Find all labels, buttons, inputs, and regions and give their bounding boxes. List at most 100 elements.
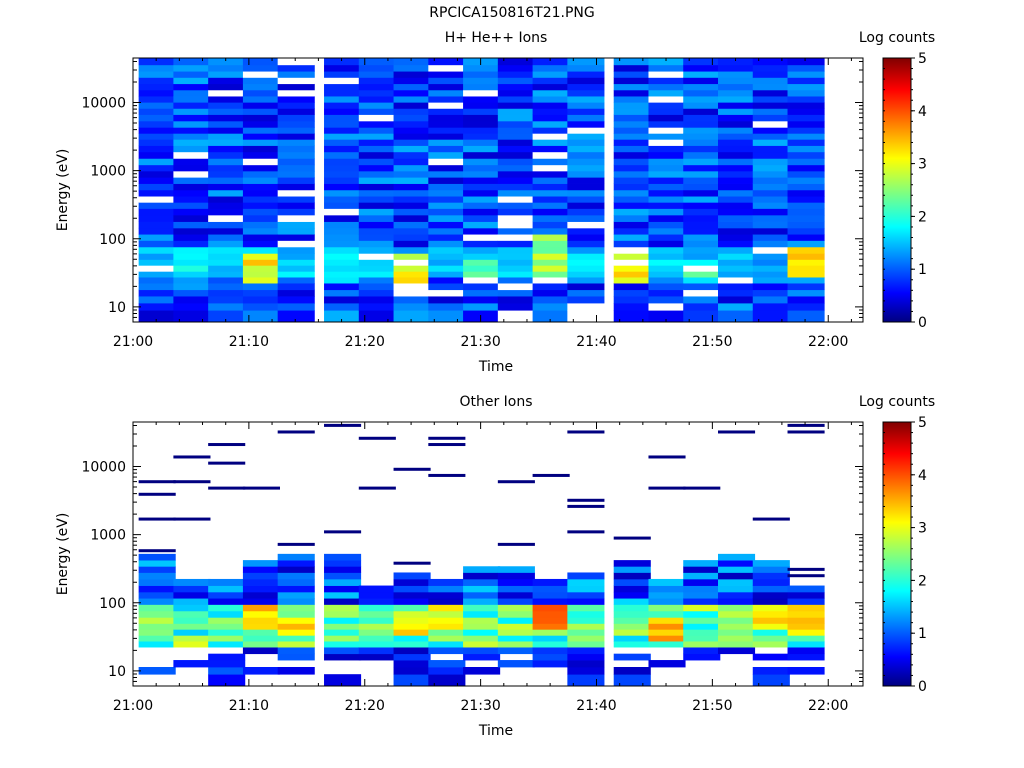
- heatmap-cell: [532, 127, 570, 134]
- heatmap-cell: [532, 64, 570, 72]
- heatmap-cell: [613, 578, 651, 586]
- heatmap-cell: [463, 183, 501, 191]
- heatmap-cell: [277, 635, 315, 642]
- heatmap-cell: [497, 660, 535, 668]
- heatmap-cell: [567, 635, 605, 642]
- heatmap-cell: [242, 227, 280, 235]
- heatmap-cell: [567, 127, 605, 134]
- heatmap-cell: [358, 629, 396, 636]
- x-tick-label: 21:10: [229, 698, 269, 714]
- heatmap-cell: [428, 208, 466, 216]
- heatmap-cell: [324, 310, 362, 323]
- heatmap-cell: [208, 283, 246, 291]
- colorbar-gradient: [882, 421, 912, 687]
- colorbar-tick-label: 1: [918, 262, 927, 278]
- heatmap-cell: [718, 591, 756, 599]
- heatmap-cell: [497, 283, 535, 291]
- heatmap-cell: [138, 58, 176, 66]
- heatmap-cell: [752, 177, 790, 184]
- heatmap-cell: [138, 145, 176, 153]
- heatmap-cell: [532, 145, 570, 153]
- heatmap-cell: [752, 208, 790, 216]
- heatmap-cell: [208, 653, 246, 661]
- heatmap-cell: [648, 585, 686, 593]
- heatmap-cell: [358, 158, 396, 166]
- heatmap-cell: [393, 202, 431, 209]
- heatmap-cell: [208, 183, 246, 191]
- heatmap-cell: [277, 170, 315, 178]
- heatmap-cell: [567, 114, 605, 122]
- heatmap-cell: [648, 58, 686, 66]
- heatmap-cell: [242, 641, 280, 648]
- heatmap-cell: [787, 83, 825, 91]
- heatmap-cell: [648, 277, 686, 284]
- heatmap-cell: [752, 604, 790, 612]
- heatmap-cell: [787, 189, 825, 197]
- heatmap-cell: [277, 120, 315, 128]
- heatmap-cell: [277, 108, 315, 115]
- heatmap-cell: [277, 96, 315, 103]
- heatmap-cell: [358, 240, 396, 248]
- heatmap-cell: [173, 102, 211, 109]
- heatmap-cell: [173, 127, 211, 134]
- heatmap-cell: [277, 227, 315, 235]
- heatmap-cell: [787, 653, 825, 661]
- heatmap-cell: [138, 610, 176, 618]
- heatmap-cell: [613, 83, 651, 91]
- heatmap-cell: [613, 102, 651, 109]
- heatmap-cell: [787, 296, 825, 304]
- heatmap-cell: [324, 183, 362, 191]
- heatmap-cell: [173, 585, 211, 593]
- heatmap-cell: [613, 271, 651, 278]
- heatmap-cell: [532, 310, 570, 323]
- heatmap-cell: [718, 145, 756, 153]
- heatmap-cell: [463, 102, 501, 109]
- heatmap-cell: [242, 221, 280, 229]
- heatmap-cell: [567, 234, 605, 241]
- heatmap-cell: [683, 641, 721, 648]
- heatmap-cell: [277, 591, 315, 599]
- heatmap-cell: [358, 127, 396, 134]
- heatmap-cell: [393, 610, 431, 618]
- heatmap-cell: [752, 578, 790, 586]
- heatmap-cell: [277, 102, 315, 109]
- heatmap-cell: [358, 246, 396, 254]
- heatmap-cell: [718, 572, 756, 580]
- heatmap-cell: [567, 227, 605, 235]
- heatmap-cell: [497, 214, 535, 222]
- heatmap-cell: [532, 71, 570, 78]
- heatmap-cell: [497, 566, 535, 573]
- heatmap-cell: [138, 139, 176, 146]
- heatmap-cell: [428, 170, 466, 178]
- heatmap-cell: [463, 133, 501, 140]
- heatmap-cell: [648, 221, 686, 229]
- heatmap-cell: [463, 635, 501, 642]
- heatmap-cell: [242, 170, 280, 178]
- heatmap-cell: [138, 641, 176, 648]
- heatmap-cell: [428, 102, 466, 109]
- heatmap-cell: [497, 246, 535, 254]
- heatmap-cell: [613, 77, 651, 85]
- heatmap-cell: [683, 253, 721, 260]
- heatmap-cell: [752, 170, 790, 178]
- heatmap-cell: [567, 71, 605, 78]
- heatmap-cell: [324, 64, 362, 72]
- heatmap-cell: [173, 133, 211, 140]
- heatmap-cell: [138, 560, 176, 567]
- heatmap-cell: [463, 89, 501, 97]
- heatmap-cell: [324, 259, 362, 266]
- heatmap-cell: [358, 253, 396, 260]
- heatmap-cell: [324, 151, 362, 159]
- heatmap-cell: [242, 566, 280, 573]
- heatmap-cell: [787, 151, 825, 159]
- heatmap-cell: [428, 96, 466, 103]
- x-tick-label: 22:00: [808, 698, 848, 714]
- heatmap-cell: [648, 108, 686, 115]
- heatmap-cell: [428, 667, 466, 675]
- heatmap-cell: [497, 259, 535, 266]
- heatmap-cell: [138, 164, 176, 172]
- heatmap-cell: [173, 183, 211, 191]
- colorbar-tick-label: 4: [918, 104, 927, 120]
- heatmap-cell: [463, 253, 501, 260]
- heatmap-cell: [567, 277, 605, 284]
